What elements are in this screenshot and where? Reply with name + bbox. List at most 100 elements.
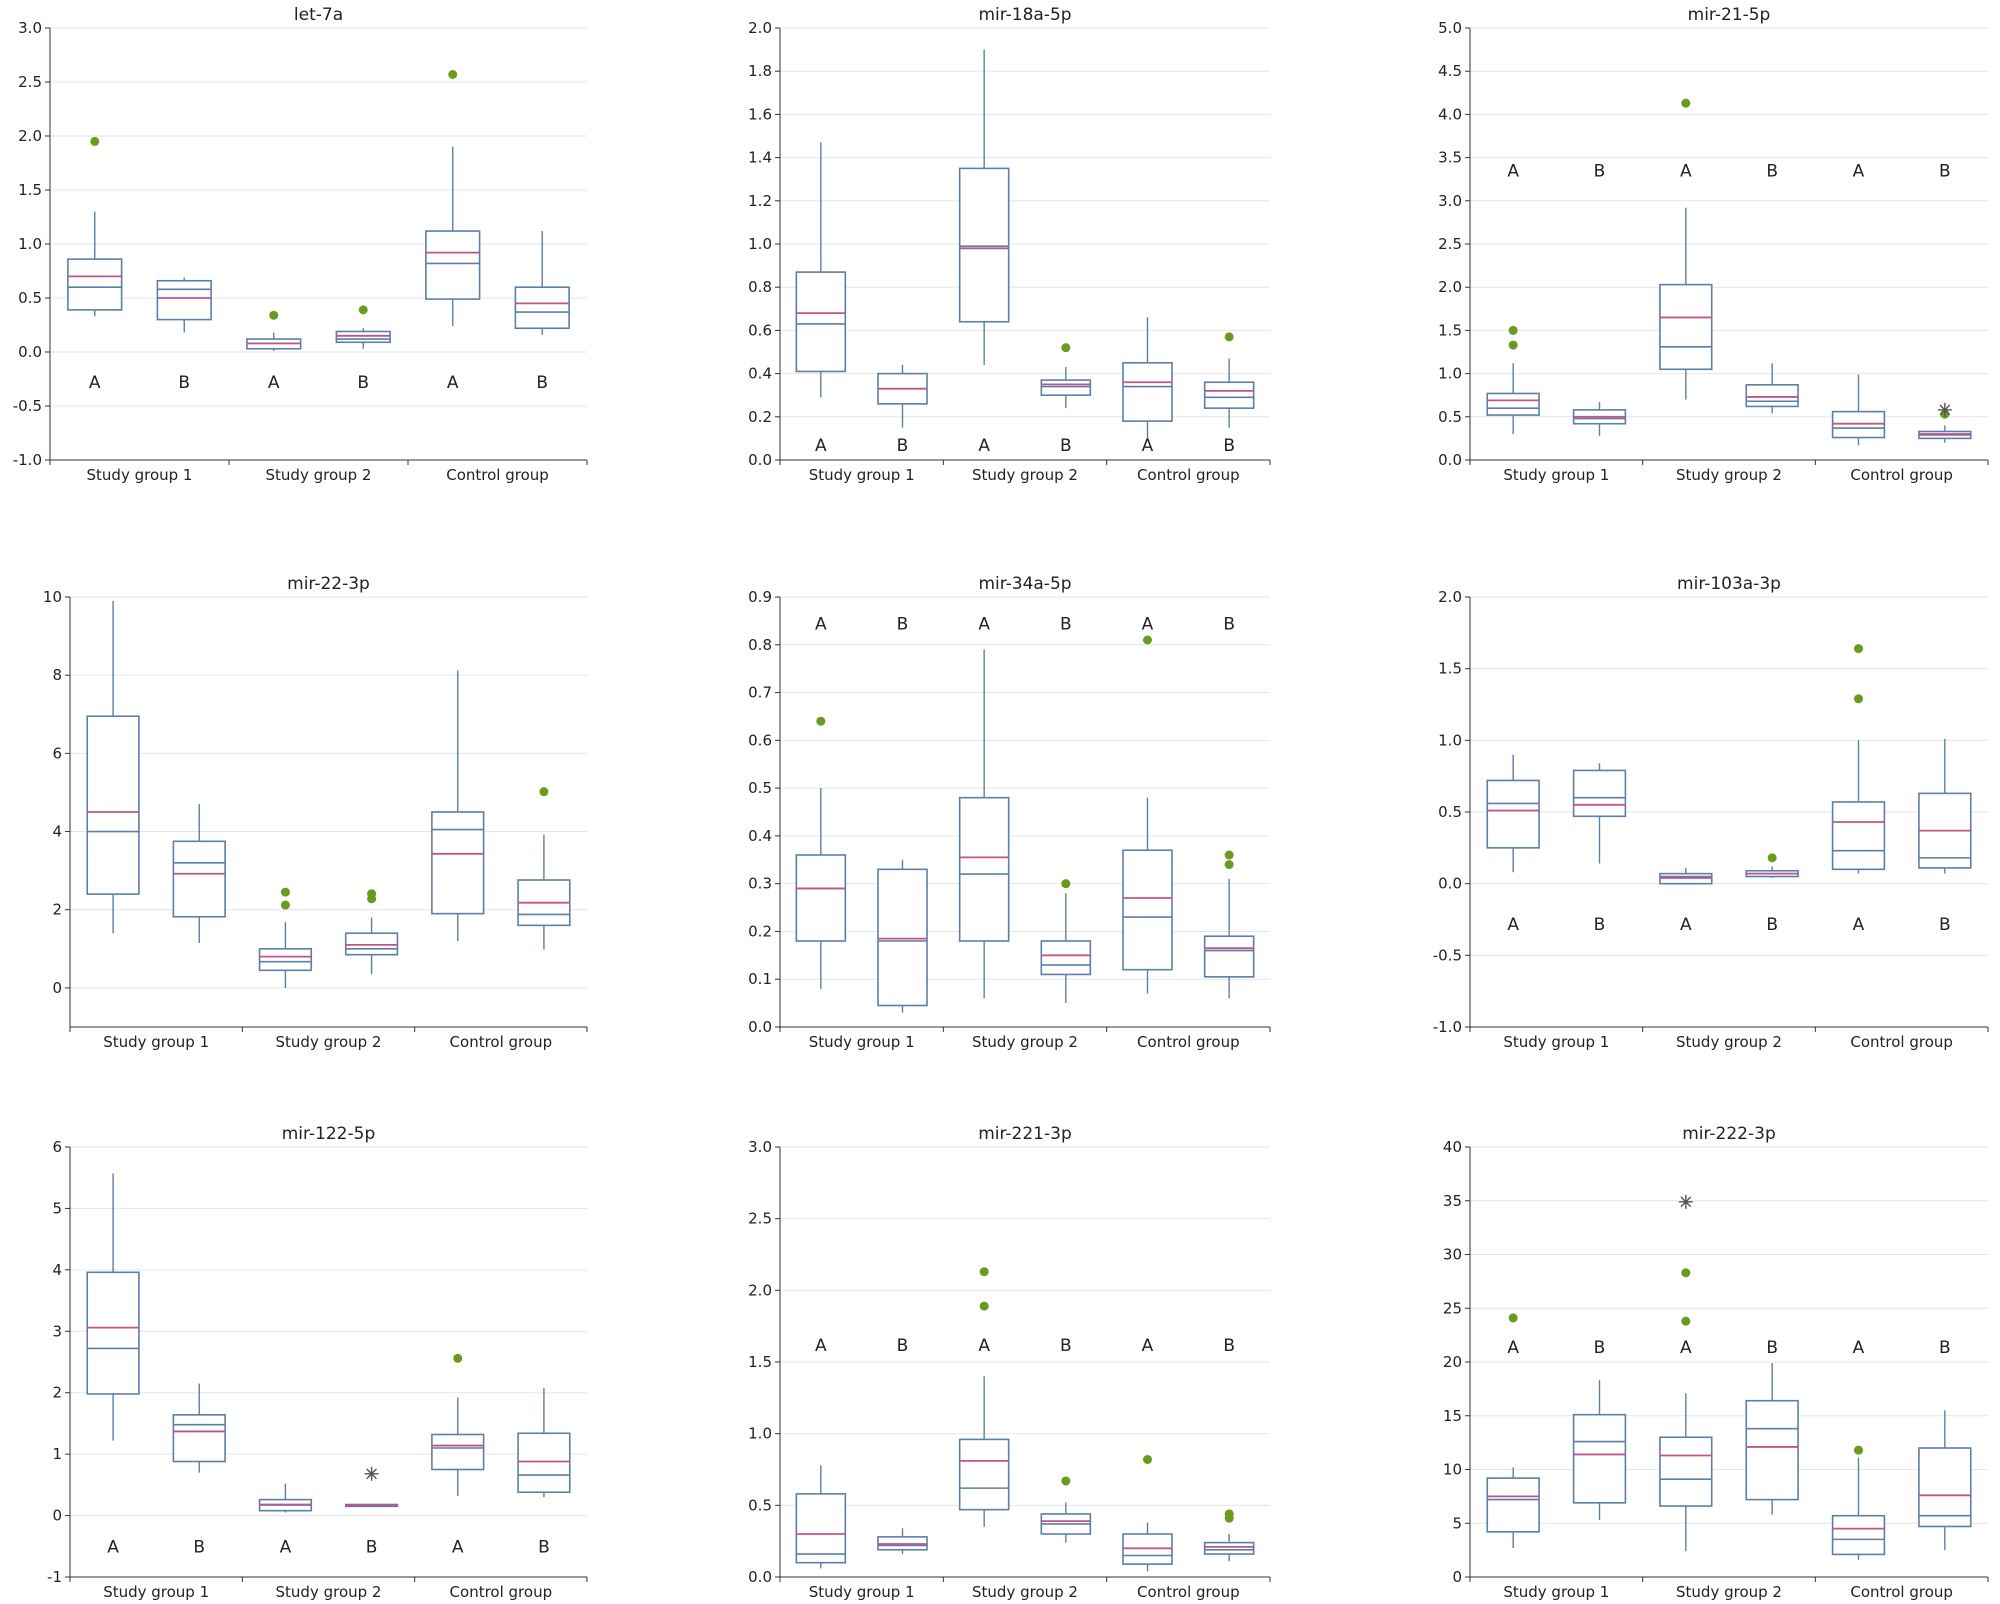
outlier-point [1143,1454,1152,1464]
outlier-point [453,1353,463,1363]
group-letter: B [1060,1336,1072,1356]
box-1: B [1572,162,1627,436]
box-iqr [1918,1447,1972,1528]
y-tick-label: 1.8 [748,62,772,80]
box-iqr [1203,1541,1255,1555]
box-1 [172,804,226,943]
y-tick-label: 0.5 [1438,803,1462,821]
y-tick-label: 30 [1443,1246,1462,1264]
x-category-label: Study group 2 [1676,466,1782,484]
box-1: B [1572,763,1627,935]
group-letter: B [1060,614,1072,634]
group-letter: A [1680,915,1692,935]
group-letter: A [978,1336,990,1356]
box-4: A [1122,317,1173,456]
box-iqr [156,279,212,321]
y-tick-label: 25 [1443,1299,1462,1317]
group-letter: B [1766,162,1778,182]
y-tick-label: 1.5 [1438,660,1462,678]
y-tick-label: -0.5 [13,397,42,415]
box-iqr [1659,283,1713,371]
group-letter: B [536,373,548,393]
panel-3: mir-22-3p 0 2 4 6 8 10 Study group 1 Study group… [43,574,588,1051]
y-tick-label: 0.7 [748,684,772,702]
x-category-label: Study group 1 [1503,1583,1609,1601]
extreme-point [1678,1194,1693,1209]
y-tick-label: 3.0 [18,19,42,37]
x-category-label: Study group 2 [276,1033,382,1051]
box-iqr [1831,801,1886,871]
x-category-label: Control group [1850,466,1953,484]
x-category-label: Control group [1137,1033,1240,1051]
y-tick-label: 2.0 [18,127,42,145]
box-iqr [172,1414,226,1463]
outlier-point [1508,1313,1518,1323]
y-tick-label: 0 [52,979,62,997]
box-iqr [1486,779,1540,849]
box-iqr [1572,1413,1627,1504]
y-tick-label: 0.0 [1438,451,1462,469]
box-iqr [1745,384,1799,408]
box-3: B [335,305,391,393]
box-iqr [1122,849,1173,971]
group-letter: B [1594,162,1606,182]
panel-5: mir-103a-3p -1.0 -0.5 0.0 0.5 1.0 1.5 2.0 Study … [1433,574,1989,1051]
box-iqr [877,868,928,1007]
group-letter: B [1939,1338,1951,1358]
group-letter: B [1939,162,1951,182]
x-category-label: Study group 2 [266,466,372,484]
group-letter: B [1766,1338,1778,1358]
x-category-label: Study group 1 [809,1583,915,1601]
outlier-point [1681,98,1691,108]
group-letter: A [1507,1338,1519,1358]
y-tick-label: 4 [52,1261,62,1279]
y-tick-label: 0.2 [748,922,772,940]
group-letter: A [815,1336,827,1356]
y-tick-label: 0 [1452,1568,1462,1586]
box-0: A [795,1336,847,1569]
box-5: B [514,231,570,393]
y-tick-label: 1.5 [18,181,42,199]
x-category-label: Study group 2 [972,1033,1078,1051]
group-letter: B [193,1537,205,1557]
outlier-point [1681,1316,1691,1326]
box-2: A [958,614,1010,999]
panel-title: mir-221-3p [978,1124,1072,1144]
group-letter: A [452,1537,464,1557]
x-category-label: Control group [1137,1583,1240,1601]
y-tick-label: 2.0 [748,19,772,37]
group-letter: A [815,436,827,456]
y-tick-label: 0.2 [748,408,772,426]
y-tick-label: 0.8 [748,278,772,296]
panel-4: mir-34a-5p 0.0 0.1 0.2 0.3 0.4 0.5 0.6 0.7 0.8 0.9… [748,574,1271,1051]
outlier-point [1854,644,1863,654]
y-tick-label: 1.4 [748,149,772,167]
group-letter: A [815,614,827,634]
group-letter: B [366,1537,378,1557]
box-4: A [1122,1336,1173,1572]
panel-title: let-7a [294,5,343,25]
y-tick-label: 0.0 [748,1018,772,1036]
outlier-point [1224,332,1234,342]
x-category-label: Study group 1 [809,466,915,484]
box-2: A [958,49,1010,456]
box-5 [517,787,571,950]
outlier-point [1061,879,1071,889]
y-tick-label: 4 [52,823,62,841]
y-tick-label: 3.5 [1438,149,1462,167]
box-iqr [517,1432,571,1494]
group-letter: A [1853,1338,1865,1358]
y-tick-label: 0.4 [748,365,772,383]
y-tick-label: 20 [1443,1353,1462,1371]
box-2: A [958,1267,1010,1527]
box-5: B [1203,332,1255,456]
box-1: B [877,1336,928,1555]
y-tick-label: 1.0 [748,235,772,253]
x-category-label: Control group [450,1583,553,1601]
y-tick-label: 1.5 [1438,321,1462,339]
box-0: A [1486,1313,1540,1548]
y-tick-label: 5 [52,1199,62,1217]
group-letter: B [1766,915,1778,935]
box-iqr [258,948,313,972]
y-tick-label: 1.5 [748,1353,772,1371]
